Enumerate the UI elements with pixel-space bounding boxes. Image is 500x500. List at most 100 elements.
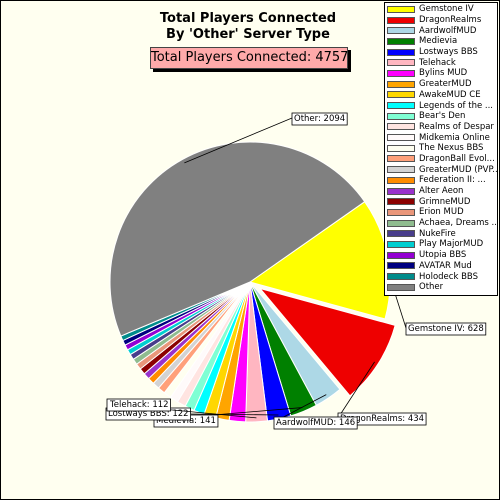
legend-label: GreaterMUD [419,79,472,90]
legend-swatch [387,16,415,24]
legend-swatch [387,102,415,110]
legend-label: Play MajorMUD [419,239,484,250]
legend-label: Bylins MUD [419,68,468,79]
legend-swatch [387,208,415,216]
chart-subtitle: By 'Other' Server Type [166,27,330,42]
legend-swatch [387,273,415,281]
callout-label-lostways-bbs: Lostways BBS: 122 [108,409,189,419]
legend-swatch [387,240,415,248]
legend-swatch [387,37,415,45]
legend-item-federation-ii: Federation II: ... [385,175,497,186]
legend-item-gemstone-iv: Gemstone IV [385,4,497,15]
legend-swatch [387,144,415,152]
legend-item-legends-of-the: Legends of the ... [385,100,497,111]
legend-label: Federation II: ... [419,175,486,186]
slice-callouts: Gemstone IV: 628 DragonRealms: 434Aardwol… [105,112,487,430]
legend-swatch [387,48,415,56]
legend-item-lostways-bbs: Lostways BBS [385,47,497,58]
legend-swatch [387,112,415,120]
legend-label: Utopia BBS [419,250,467,261]
legend-item-other: Other [385,282,497,293]
callout-box-other [291,112,348,126]
legend-label: Alter Aeon [419,186,464,197]
legend-swatch [387,155,415,163]
legend-label: DragonRealms [419,15,482,26]
legend-item-grimnemud: GrimneMUD [385,196,497,207]
callout-label-telehack: Telehack: 112 [109,400,169,410]
legend: Gemstone IV DragonRealms AardwolfMUD Mediev… [384,2,498,296]
legend-item-realms-of-despair: Realms of Despar [385,122,497,133]
legend-item-avatar-mud: AVATAR Mud [385,261,497,272]
legend-label: Achaea, Dreams ... [419,218,497,229]
legend-item-bear-s-den: Bear's Den [385,111,497,122]
legend-label: Holodeck BBS [419,271,478,282]
legend-swatch [387,251,415,259]
legend-swatch [387,59,415,67]
legend-item-achaea-dreams: Achaea, Dreams ... [385,218,497,229]
legend-item-aardwolfmud: AardwolfMUD [385,25,497,36]
legend-swatch [387,5,415,13]
legend-swatch [387,262,415,270]
legend-swatch [387,166,415,174]
legend-swatch [387,230,415,238]
legend-item-nukefire: NukeFire [385,228,497,239]
legend-item-bylins-mud: Bylins MUD [385,68,497,79]
legend-label: AVATAR Mud [419,260,472,271]
legend-label: Midkemia Online [419,132,490,143]
legend-label: AwakeMUD CE [419,89,481,100]
callout-label-gemstone-iv: Gemstone IV: 628 [408,324,484,334]
legend-label: Lostways BBS [419,47,478,58]
legend-item-erion-mud: Erion MUD [385,207,497,218]
legend-label: Erion MUD [419,207,464,218]
callout-line-other [184,117,293,164]
legend-item-play-majormud: Play MajorMUD [385,239,497,250]
callout-line-dragonrealms [337,361,375,419]
pie-slice-dragonrealms [258,287,396,397]
legend-label: GreaterMUD (PVP... [419,164,497,175]
legend-swatch [387,176,415,184]
legend-label: GrimneMUD [419,196,471,207]
callout-label-medievia: Medievia: 141 [156,416,216,426]
legend-item-telehack: Telehack [385,57,497,68]
legend-swatch [387,134,415,142]
legend-label: The Nexus BBS [419,143,484,154]
pie-slices [109,141,396,423]
pie-slice-other [109,141,366,337]
legend-swatch [387,219,415,227]
legend-item-alter-aeon: Alter Aeon [385,186,497,197]
legend-label: Gemstone IV [419,4,474,15]
legend-label: Medievia [419,36,458,47]
callout-label-dragonrealms: DragonRealms: 434 [340,414,424,424]
legend-item-greatermud-pvp: GreaterMUD (PVP... [385,164,497,175]
legend-label: NukeFire [419,228,456,239]
legend-label: Realms of Despar [419,121,494,132]
legend-swatch [387,91,415,99]
legend-item-holodeck-bbs: Holodeck BBS [385,271,497,282]
legend-item-dragonball-evol: DragonBall Evol... [385,154,497,165]
legend-swatch [387,283,415,291]
callout-label-aardwolfmud: AardwolfMUD: 146 [276,418,355,428]
legend-swatch [387,80,415,88]
legend-item-utopia-bbs: Utopia BBS [385,250,497,261]
legend-label: Bear's Den [419,111,466,122]
legend-swatch [387,198,415,206]
legend-label: Other [419,282,444,293]
legend-label: DragonBall Evol... [419,153,495,164]
legend-item-medievia: Medievia [385,36,497,47]
legend-item-awakemud-ce: AwakeMUD CE [385,90,497,101]
callout-label-other: Other: 2094 [294,114,345,124]
legend-label: AardwolfMUD [419,25,477,36]
total-players-label: Total Players Connected: 4757 [150,47,348,69]
legend-swatch [387,27,415,35]
legend-swatch [387,69,415,77]
legend-label: Telehack [419,57,456,68]
callout-box-telehack [106,398,171,412]
legend-swatch [387,123,415,131]
legend-item-the-nexus-bbs: The Nexus BBS [385,143,497,154]
legend-swatch [387,187,415,195]
legend-item-dragonrealms: DragonRealms [385,15,497,26]
callout-box-gemstone-iv [405,322,487,336]
legend-label: Legends of the ... [419,100,494,111]
legend-item-midkemia-online: Midkemia Online [385,132,497,143]
